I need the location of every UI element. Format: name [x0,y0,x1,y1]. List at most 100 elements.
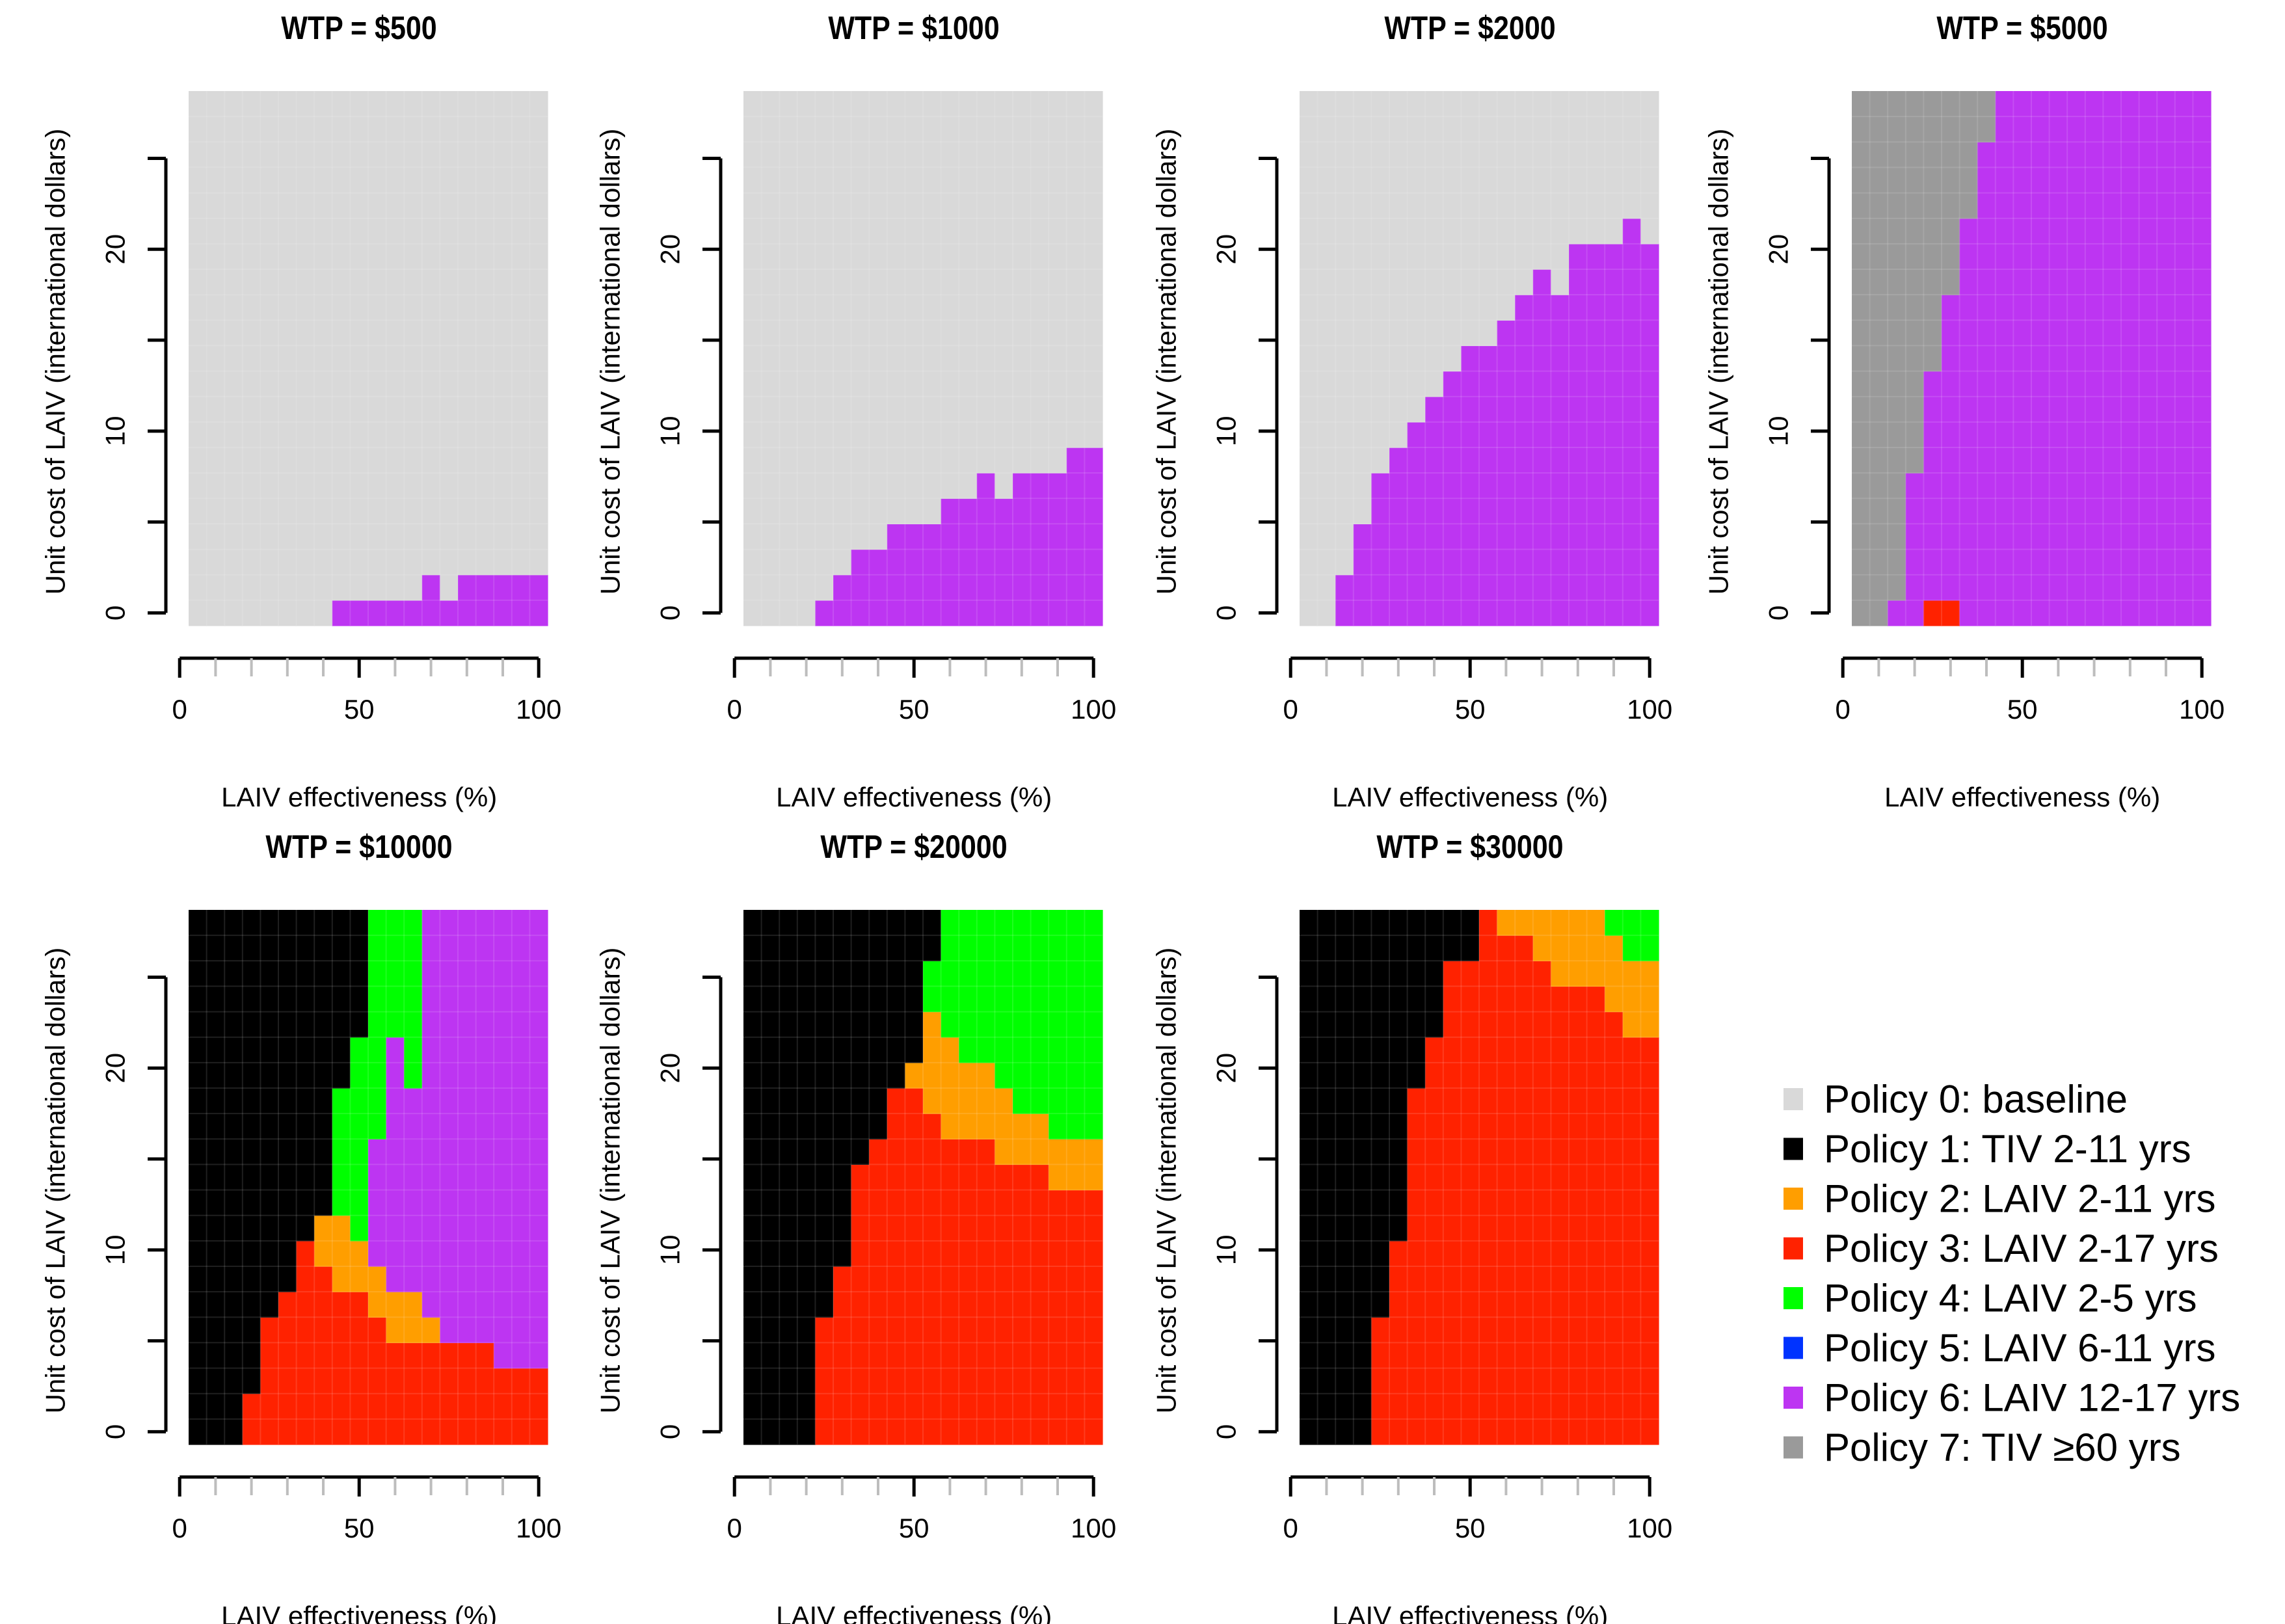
heatmap-cell-policy-0 [494,91,513,576]
heatmap-cell-policy-3 [887,1088,905,1445]
heatmap-cell-policy-6 [851,549,870,626]
y-tick-label: 0 [655,606,686,620]
heatmap-cell-policy-3 [1084,1190,1103,1445]
heatmap-cell-policy-0 [1335,91,1354,576]
heatmap-cell-policy-6 [368,1139,387,1267]
heatmap-cell-policy-0 [851,91,870,550]
x-tick-label: 0 [172,1513,187,1543]
heatmap-cell-policy-3 [260,1317,279,1445]
heatmap-cell-policy-2 [1515,910,1534,936]
heatmap-cell-policy-3 [1030,1164,1049,1445]
heatmap-cell-policy-0 [386,91,405,601]
heatmap-cell-policy-6 [421,574,440,626]
heatmap-cell-policy-1 [743,910,762,1445]
heatmap-cell-policy-6 [1353,524,1372,626]
heatmap-cell-policy-1 [242,910,261,1394]
heatmap-cell-policy-2 [421,1317,440,1344]
heatmap-cell-policy-0 [1586,91,1605,245]
heatmap-cell-policy-0 [458,91,477,576]
y-axis: 0 10 20 Unit cost of LAIV (international do… [40,129,168,620]
heatmap-cell-policy-2 [1586,910,1605,987]
heatmap-cell-policy-6 [1551,295,1570,626]
x-tick-label: 50 [899,694,929,725]
heatmap-cell-policy-0 [1389,91,1408,448]
heatmap-cell-policy-0 [1300,91,1318,626]
heatmap-cell-policy-6 [529,574,548,626]
heatmap-cell-policy-1 [1443,910,1462,961]
y-axis: 0 10 20 Unit cost of LAIV (international do… [595,948,723,1439]
heatmap-cell-policy-0 [475,91,494,576]
heatmap-cell-policy-0 [976,91,995,473]
legend-item-policy-3: Policy 3: LAIV 2-17 yrs [1784,1227,2219,1270]
panel-title: WTP = $5000 [1936,10,2107,46]
heatmap-cell-policy-2 [1030,1113,1049,1165]
heatmap-cell-policy-6 [1569,243,1588,626]
heatmap-cells [1852,91,2212,626]
y-tick-label: 20 [655,1053,686,1084]
heatmap-cell-policy-0 [959,91,978,499]
heatmap-cell-policy-6 [1461,345,1480,626]
heatmap-cell-policy-2 [976,1062,995,1139]
heatmap-cell-policy-0 [761,91,780,626]
heatmap-cell-policy-0 [1084,91,1103,448]
heatmap-cell-policy-6 [494,910,513,1369]
x-tick-label: 100 [1627,694,1672,725]
heatmap-cell-policy-3 [1569,986,1588,1445]
heatmap-cell-policy-1 [1461,910,1480,961]
cell-gridlines [743,910,1102,1444]
heatmap-cell-policy-6 [2085,91,2104,626]
heatmap-cell-policy-0 [296,91,315,626]
x-tick-label: 100 [516,1513,561,1543]
heatmap-cell-policy-0 [887,91,905,525]
heatmap-cell-policy-6 [386,1037,405,1292]
heatmap-cell-policy-4 [386,910,405,1038]
y-tick-label: 0 [1211,1424,1242,1439]
heatmap-cell-policy-4 [1605,910,1624,936]
y-tick-label: 0 [1211,606,1242,620]
heatmap-cell-policy-6 [458,910,477,1344]
heatmap-cell-policy-6 [1942,295,1960,601]
heatmap-cell-policy-6 [976,473,995,626]
heatmap-cell-policy-1 [1353,910,1372,1445]
legend: Policy 0: baseline Policy 1: TIV 2-11 yrs… [1784,1078,2240,1469]
y-tick-label: 0 [655,1424,686,1439]
legend-swatch [1784,1287,1803,1309]
heatmap-cell-policy-4 [1049,910,1067,1139]
heatmap-cell-policy-4 [404,910,423,1089]
legend-label: Policy 1: TIV 2-11 yrs [1824,1127,2191,1171]
heatmap-cell-policy-6 [1066,447,1085,626]
heatmap-cell-policy-3 [923,1113,942,1445]
cell-gridlines [1300,910,1659,1444]
heatmap-cell-policy-3 [869,1139,888,1445]
heatmap-cell-policy-3 [905,1088,924,1445]
cell-gridlines [189,910,548,1444]
heatmap-cell-policy-7 [1977,91,1996,142]
y-axis-title: Unit cost of LAIV (international dollars… [595,129,626,595]
heatmap-cell-policy-6 [386,600,405,626]
heatmap-cell-policy-4 [1640,910,1659,961]
heatmap-cell-policy-3 [1605,1011,1624,1445]
heatmap-cell-policy-6 [1084,447,1103,626]
x-axis: 0 50 100 LAIV effectiveness (%) [1836,656,2225,812]
heatmap-cell-policy-1 [296,910,315,1242]
heatmap-cell-policy-3 [851,1164,870,1445]
heatmap-cell-policy-3 [1640,1037,1659,1445]
x-axis: 0 50 100 LAIV effectiveness (%) [172,1475,561,1624]
y-tick-label: 20 [1211,234,1242,265]
heatmap-cell-policy-4 [368,910,387,1139]
heatmap-cell-policy-2 [1013,1113,1032,1165]
heatmap-cell-policy-0 [1605,91,1624,245]
heatmap-cell-policy-7 [1942,91,1960,295]
heatmap-cell-policy-2 [368,1266,387,1318]
cell-gridlines [1852,91,2211,626]
heatmap-cell-policy-6 [404,600,423,626]
x-tick-label: 0 [727,1513,742,1543]
heatmap-cell-policy-0 [1317,91,1336,626]
heatmap-cell-policy-2 [959,1062,978,1139]
heatmap-cell-policy-3 [1407,1088,1426,1445]
heatmap-cell-policy-2 [1569,910,1588,987]
heatmap-cell-policy-6 [887,524,905,626]
heatmap-cell-policy-0 [314,91,333,626]
x-axis-title: LAIV effectiveness (%) [776,782,1052,812]
heatmap-cell-policy-0 [1622,91,1641,219]
